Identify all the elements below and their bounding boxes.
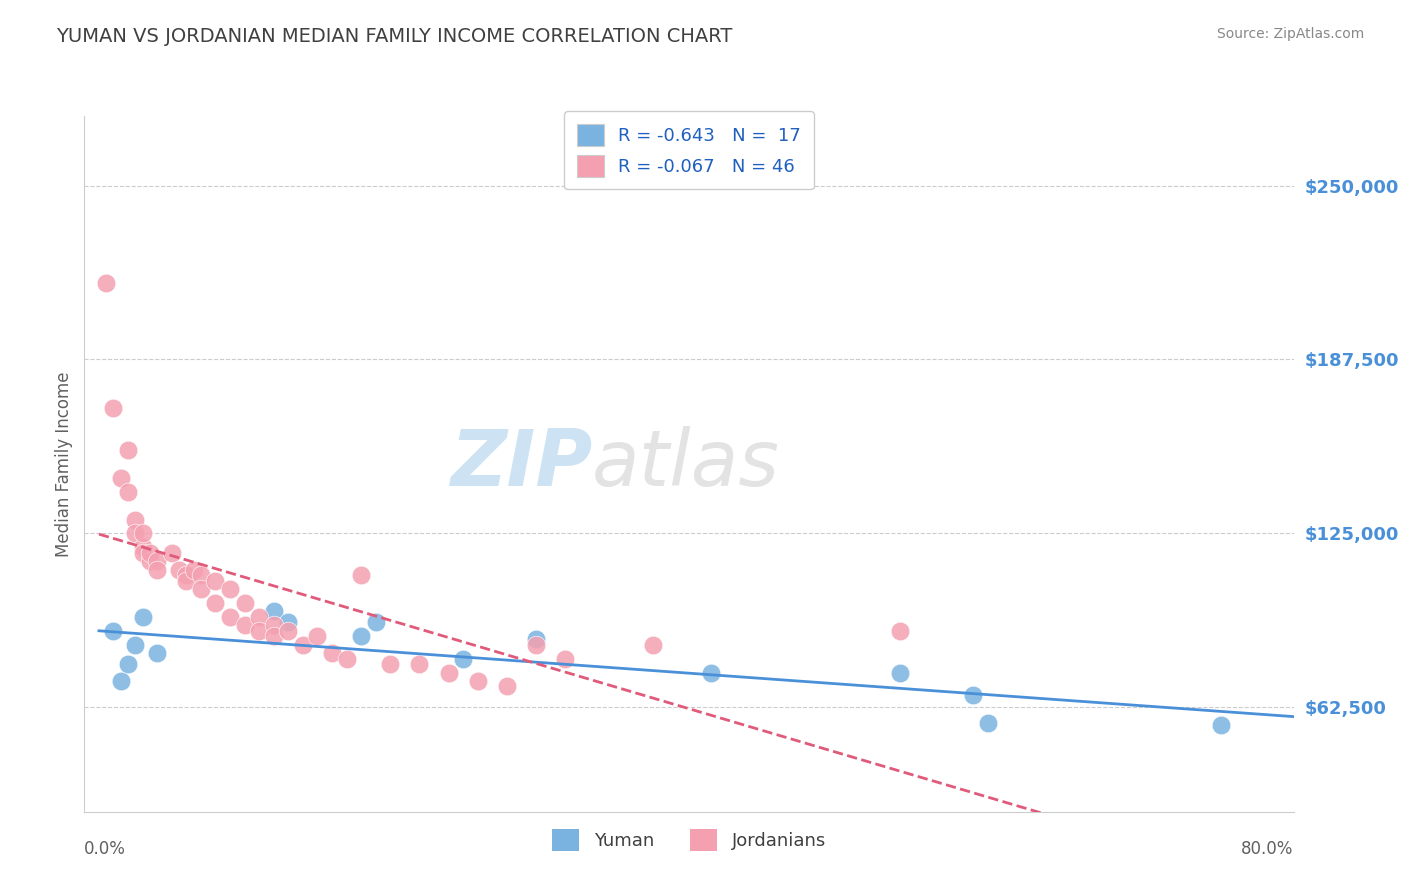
Point [233, 596, 256, 610]
Point [524, 638, 547, 652]
Point [321, 646, 343, 660]
Point [700, 665, 723, 680]
Point [146, 554, 169, 568]
Point [263, 618, 285, 632]
Point [204, 596, 226, 610]
Point [103, 401, 125, 416]
Text: 0.0%: 0.0% [84, 839, 127, 857]
Point [291, 638, 314, 652]
Point [219, 582, 242, 596]
Point [183, 563, 205, 577]
Point [467, 673, 489, 688]
Point [380, 657, 402, 672]
Point [103, 624, 125, 638]
Point [233, 618, 256, 632]
Point [96, 276, 118, 290]
Point [124, 526, 146, 541]
Point [160, 546, 183, 560]
Point [117, 442, 139, 457]
Point [307, 629, 329, 643]
Point [263, 629, 285, 643]
Point [889, 665, 911, 680]
Point [117, 657, 139, 672]
Text: atlas: atlas [592, 425, 780, 502]
Legend: Yuman, Jordanians: Yuman, Jordanians [537, 814, 841, 865]
Point [889, 624, 911, 638]
Point [131, 610, 153, 624]
Point [139, 546, 162, 560]
Point [219, 610, 242, 624]
Point [350, 629, 373, 643]
Point [976, 715, 998, 730]
Point [524, 632, 547, 647]
Y-axis label: Median Family Income: Median Family Income [55, 371, 73, 557]
Point [110, 673, 132, 688]
Point [350, 568, 373, 582]
Point [277, 624, 299, 638]
Point [131, 541, 153, 555]
Point [408, 657, 430, 672]
Point [364, 615, 387, 630]
Point [437, 665, 460, 680]
Point [167, 563, 190, 577]
Point [277, 615, 299, 630]
Point [336, 651, 359, 665]
Text: ZIP: ZIP [450, 425, 592, 502]
Point [176, 574, 198, 588]
Text: Source: ZipAtlas.com: Source: ZipAtlas.com [1216, 27, 1364, 41]
Point [146, 646, 169, 660]
Text: 80.0%: 80.0% [1241, 839, 1294, 857]
Point [204, 574, 226, 588]
Point [139, 554, 162, 568]
Text: YUMAN VS JORDANIAN MEDIAN FAMILY INCOME CORRELATION CHART: YUMAN VS JORDANIAN MEDIAN FAMILY INCOME … [56, 27, 733, 45]
Point [124, 638, 146, 652]
Point [451, 651, 474, 665]
Point [146, 563, 169, 577]
Point [190, 582, 212, 596]
Point [131, 526, 153, 541]
Point [263, 604, 285, 618]
Point [247, 610, 270, 624]
Point [1209, 718, 1232, 732]
Point [131, 546, 153, 560]
Point [190, 568, 212, 582]
Point [247, 624, 270, 638]
Point [962, 688, 984, 702]
Point [176, 568, 198, 582]
Point [554, 651, 576, 665]
Point [110, 471, 132, 485]
Point [495, 680, 517, 694]
Point [641, 638, 664, 652]
Point [117, 484, 139, 499]
Point [124, 512, 146, 526]
